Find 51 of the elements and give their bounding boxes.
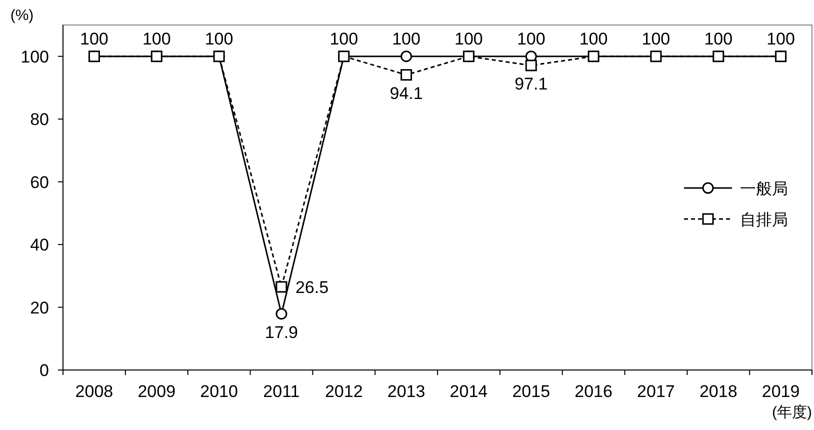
point [588,50,600,62]
data-label: 100 [330,29,358,48]
point [213,50,225,62]
legend-label: 自排局 [740,211,788,229]
data-label: 100 [516,29,546,48]
data-label: 100 [454,29,483,48]
y-axis-title: (%) [10,7,34,24]
data-label: 100 [766,29,795,48]
y-tick-label: 0 [40,361,49,380]
legend-label: 一般局 [740,181,788,198]
data-label: 94.1 [390,84,423,103]
x-tick-label: 2011 [263,382,300,401]
x-tick-label: 2009 [138,382,176,401]
x-tick-label: 2015 [512,382,550,401]
point [712,50,724,62]
x-tick-label: 2014 [450,382,488,401]
x-tick-label: 2016 [574,382,612,401]
point [338,50,350,62]
y-tick-label: 100 [20,47,49,66]
point [650,50,662,62]
x-tick-label: 2012 [324,382,363,401]
point [276,281,288,293]
point [88,50,100,62]
x-tick-label: 2018 [699,382,738,401]
data-label: 100 [142,29,171,48]
data-label: 100 [80,29,108,48]
x-tick-label: 2017 [637,382,675,401]
y-tick-label: 40 [30,236,49,255]
point [525,60,537,72]
data-label: 100 [204,29,234,48]
y-tick-label: 60 [30,172,49,192]
data-label: 100 [392,29,420,48]
data-label: 97.1 [514,74,548,94]
x-tick-label: 2010 [200,382,238,401]
data-label: 26.5 [295,278,329,297]
data-label: 100 [642,29,670,48]
data-label: 100 [579,29,608,48]
point [400,50,412,62]
y-tick-label: 80 [30,110,49,130]
x-tick-label: 2013 [387,382,426,401]
x-tick-label: 2019 [762,382,800,401]
data-label: 100 [704,29,733,48]
x-axis-title: (年度) [772,404,812,421]
x-tick-label: 2008 [75,382,114,401]
point [462,50,474,62]
point [276,308,288,320]
point [775,50,787,62]
point [400,69,412,81]
y-tick-label: 20 [30,298,49,318]
data-label: 17.9 [264,322,298,342]
point [150,50,162,62]
